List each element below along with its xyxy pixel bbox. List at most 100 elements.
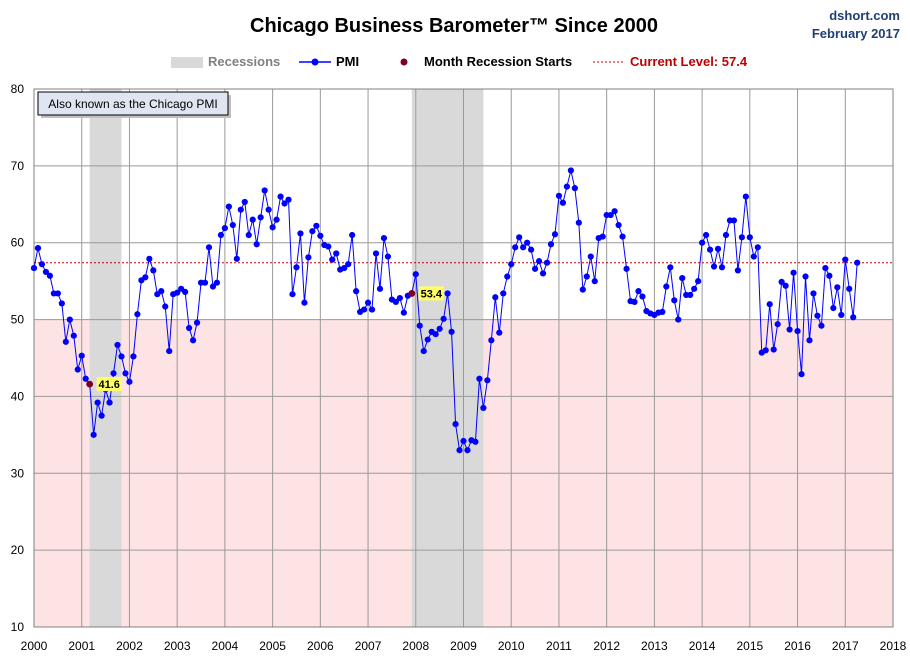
legend-pmi-label: PMI — [336, 54, 359, 69]
pmi-point — [30, 264, 38, 272]
pmi-point — [579, 286, 586, 293]
pmi-point — [452, 421, 459, 428]
source-label: dshort.com — [829, 8, 900, 23]
pmi-point — [567, 167, 574, 174]
pmi-point — [834, 284, 841, 291]
pmi-point — [583, 273, 590, 280]
pmi-point — [798, 371, 805, 378]
x-tick-label: 2013 — [641, 639, 668, 653]
pmi-point — [635, 288, 642, 295]
pmi-point — [229, 221, 236, 229]
pmi-point — [508, 261, 515, 268]
pmi-point — [476, 375, 483, 382]
pmi-point — [762, 347, 769, 354]
pmi-point — [42, 268, 50, 276]
pmi-point — [722, 231, 730, 239]
pmi-point — [162, 303, 169, 310]
pmi-point — [106, 399, 113, 406]
pmi-point — [372, 250, 380, 257]
pmi-point — [62, 338, 69, 345]
pmi-point — [110, 370, 117, 377]
pmi-point — [543, 259, 551, 266]
pmi-point — [838, 311, 845, 319]
pmi-point — [329, 256, 336, 263]
pmi-point — [237, 206, 244, 213]
pmi-point — [368, 306, 376, 313]
annotations: 41.6 53.4 — [86, 286, 444, 392]
pmi-point — [313, 222, 320, 229]
pmi-point — [82, 375, 89, 382]
pmi-point — [193, 319, 201, 326]
pmi-point — [710, 263, 718, 270]
pmi-point — [34, 244, 42, 252]
pmi-point — [790, 269, 797, 276]
pmi-point — [424, 336, 431, 343]
x-tick-label: 2014 — [689, 639, 716, 653]
pmi-point — [412, 271, 419, 278]
pmi-point — [802, 273, 809, 280]
pmi-point — [158, 288, 165, 295]
pmi-point — [221, 225, 228, 232]
pmi-point — [38, 261, 46, 268]
pmi-point — [599, 233, 606, 240]
pmi-point — [516, 234, 523, 241]
pmi-point — [786, 326, 793, 333]
pmi-point — [98, 412, 105, 419]
pmi-point — [146, 255, 153, 262]
pmi-point — [488, 337, 495, 344]
x-tick-label: 2008 — [402, 639, 429, 653]
x-tick-label: 2018 — [880, 639, 907, 653]
pmi-point — [376, 285, 384, 292]
pmi-point — [66, 316, 73, 323]
x-tick-label: 2015 — [736, 639, 763, 653]
pmi-point — [496, 329, 503, 336]
recession-start-marker-1 — [86, 380, 94, 388]
pmi-point — [78, 352, 85, 359]
pmi-point — [293, 264, 300, 271]
pmi-point — [512, 244, 519, 251]
x-tick-label: 2007 — [355, 639, 382, 653]
y-tick-label: 20 — [11, 543, 25, 557]
pmi-point — [730, 217, 738, 224]
pmi-point — [54, 290, 61, 297]
pmi-point — [750, 253, 757, 260]
pmi-point — [702, 231, 710, 239]
pmi-point — [166, 347, 173, 355]
y-tick-label: 70 — [11, 159, 25, 173]
pmi-point — [531, 265, 539, 272]
pmi-point — [269, 224, 276, 231]
y-tick-label: 60 — [11, 236, 25, 250]
pmi-point — [353, 288, 360, 295]
pmi-point — [301, 299, 308, 306]
pmi-point — [70, 332, 77, 339]
pmi-point — [623, 265, 630, 272]
pmi-point — [325, 243, 332, 250]
pmi-point — [189, 337, 197, 344]
pmi-point — [58, 300, 65, 307]
pmi-point — [818, 322, 825, 329]
pmi-point — [90, 431, 97, 438]
pmi-point — [94, 399, 101, 406]
x-tick-label: 2017 — [832, 639, 859, 653]
x-tick-label: 2011 — [546, 639, 572, 653]
x-tick-label: 2002 — [116, 639, 143, 653]
pmi-point — [213, 279, 221, 286]
pmi-point — [174, 289, 181, 296]
recession-start-marker-2 — [408, 290, 416, 297]
pmi-point — [249, 216, 256, 223]
date-label: February 2017 — [812, 26, 900, 41]
pmi-point — [186, 324, 193, 332]
x-tick-label: 2016 — [784, 639, 811, 653]
pmi-point — [575, 219, 582, 226]
pmi-point — [591, 278, 598, 285]
pmi-point — [520, 244, 527, 251]
pmi-point — [436, 325, 443, 332]
pmi-point — [416, 322, 423, 329]
pmi-point — [571, 185, 578, 192]
pmi-point — [492, 294, 499, 301]
pmi-series — [30, 167, 893, 454]
pmi-point — [484, 377, 491, 384]
pmi-point — [500, 290, 507, 297]
pmi-point — [738, 234, 745, 241]
pmi-point — [854, 259, 861, 266]
